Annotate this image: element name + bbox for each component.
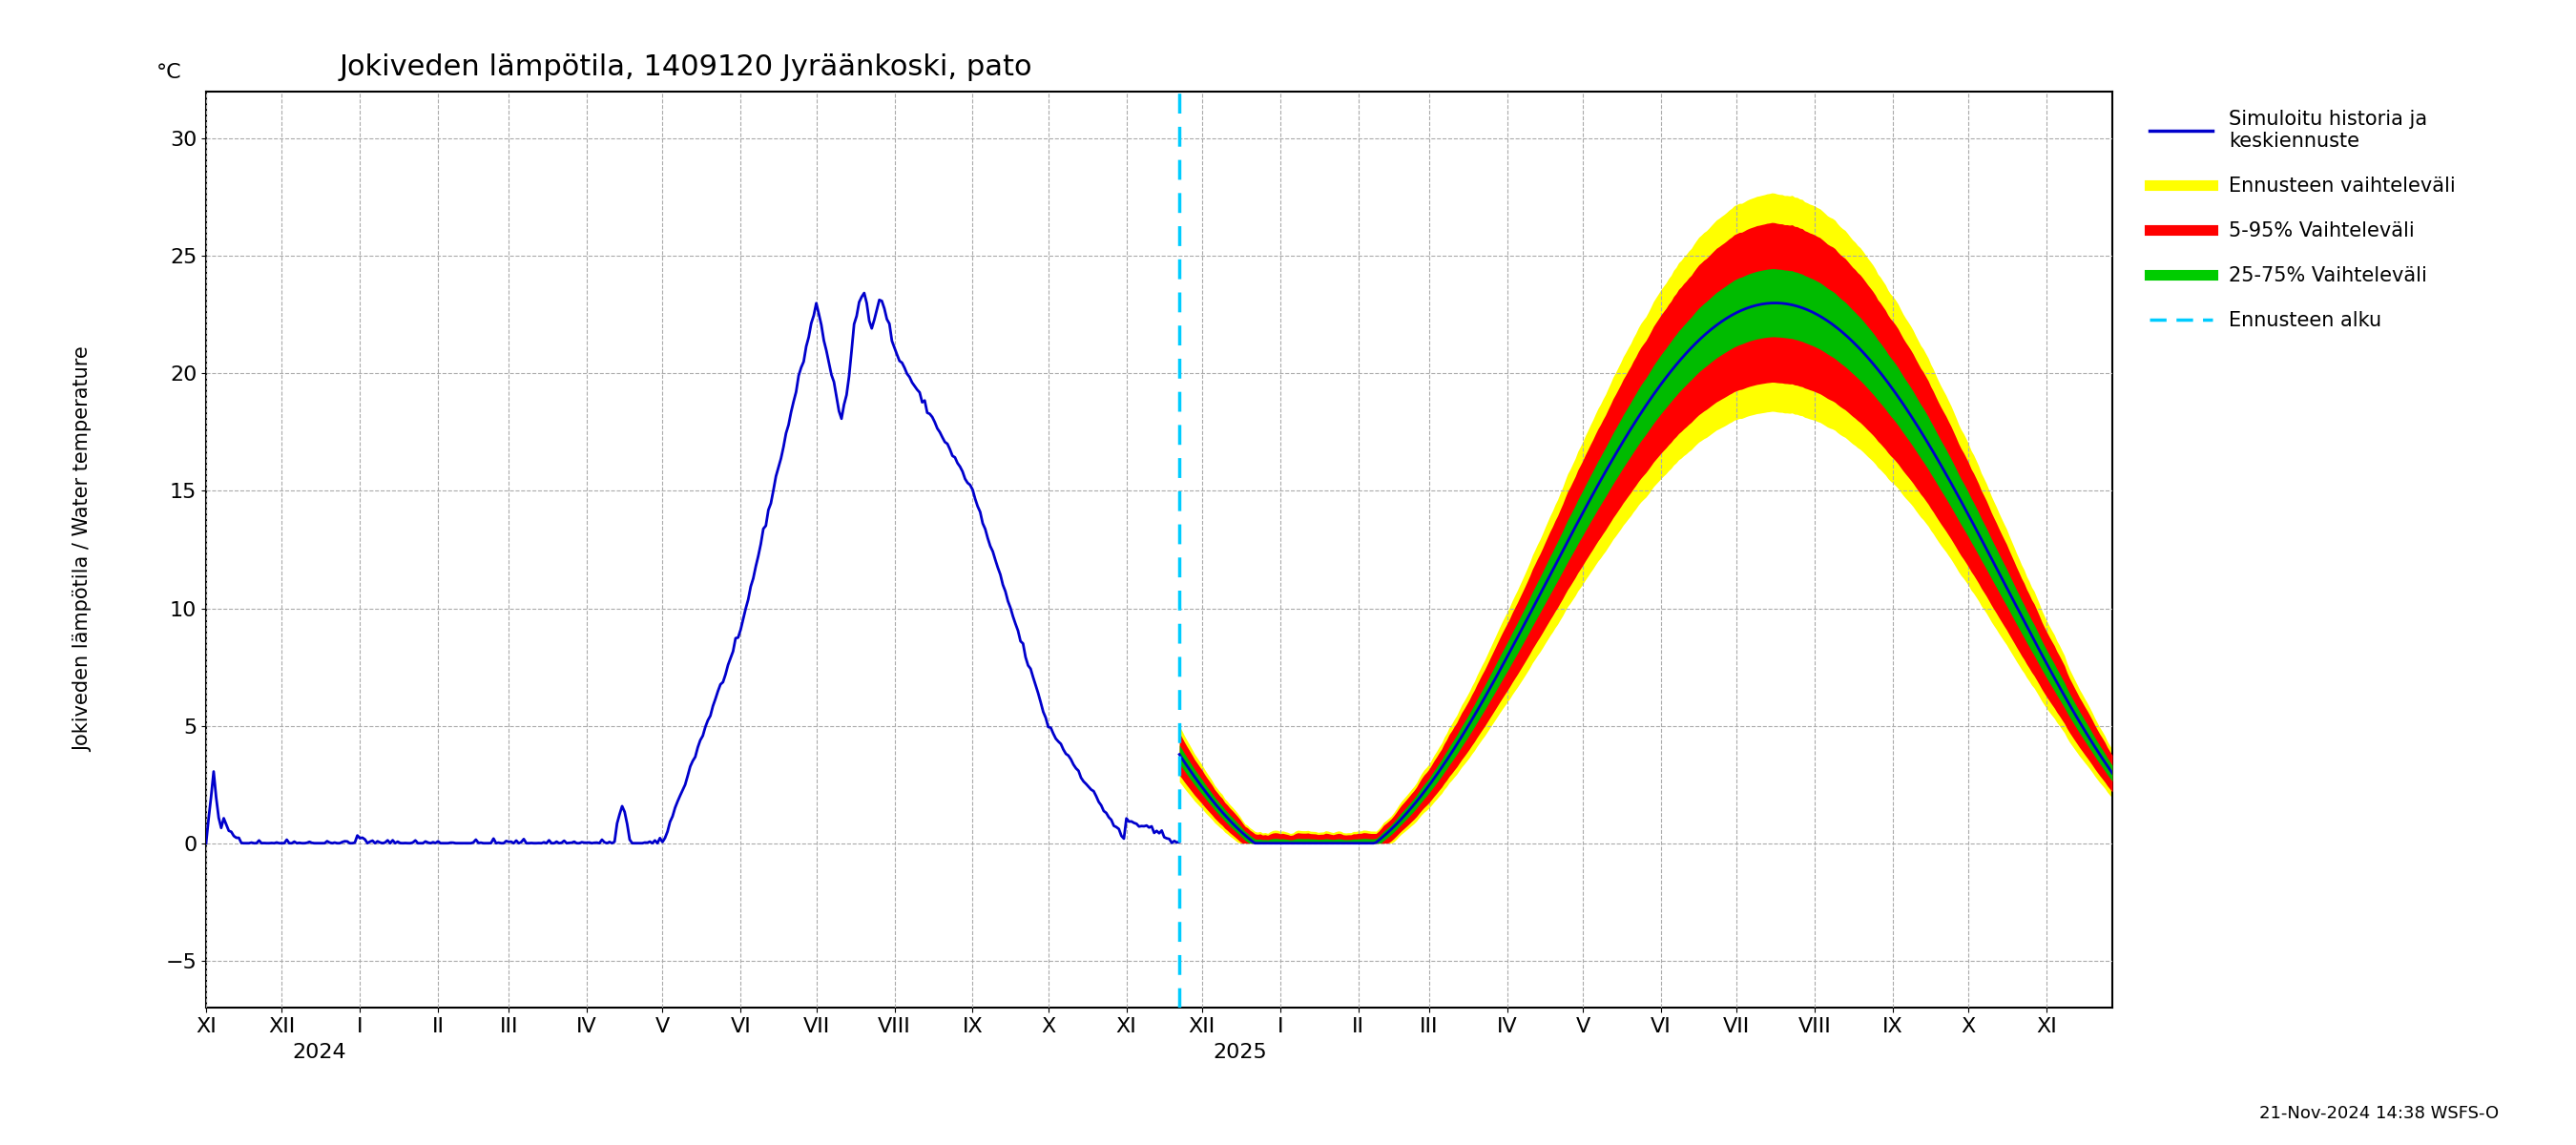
Text: 2024: 2024 [294, 1043, 348, 1061]
Y-axis label: Jokiveden lämpötila / Water temperature: Jokiveden lämpötila / Water temperature [75, 347, 93, 752]
Text: 21-Nov-2024 14:38 WSFS-O: 21-Nov-2024 14:38 WSFS-O [2259, 1105, 2499, 1122]
Legend: Simuloitu historia ja
keskiennuste, Ennusteen vaihteleväli, 5-95% Vaihteleväli, : Simuloitu historia ja keskiennuste, Ennu… [2141, 102, 2463, 339]
Text: Jokiveden lämpötila, 1409120 Jyräänkoski, pato: Jokiveden lämpötila, 1409120 Jyräänkoski… [340, 54, 1033, 81]
Text: 2025: 2025 [1213, 1043, 1267, 1061]
Text: °C: °C [157, 63, 183, 82]
